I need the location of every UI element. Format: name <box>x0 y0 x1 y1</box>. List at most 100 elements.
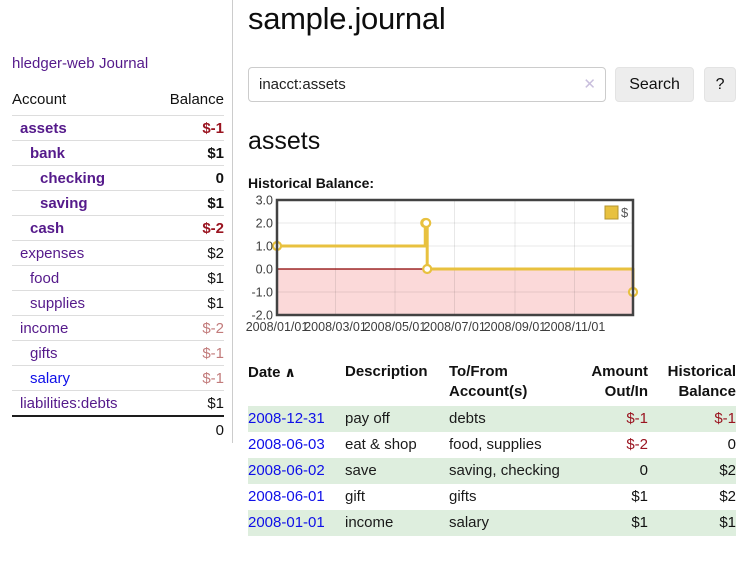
help-button[interactable]: ? <box>704 67 736 102</box>
account-link[interactable]: income <box>20 319 69 337</box>
app-title-link[interactable]: hledger-web <box>12 55 95 72</box>
account-balance: $1 <box>152 290 224 316</box>
register-description: eat & shop <box>345 436 417 453</box>
accounts-total-value: 0 <box>152 415 224 443</box>
account-balance: $-2 <box>152 215 224 241</box>
register-description: pay off <box>345 410 390 427</box>
account-balance: $1 <box>152 140 224 166</box>
register-date-link[interactable]: 2008-06-01 <box>248 488 325 505</box>
register-row: 2008-06-03 eat & shop food, supplies $-2… <box>248 432 736 458</box>
register-description: income <box>345 514 394 531</box>
svg-text:2008/05/01: 2008/05/01 <box>364 320 427 334</box>
sidebar: hledger-web Journal Account Balance asse… <box>0 0 233 443</box>
register-amount: $-2 <box>626 436 648 453</box>
register-balance: $2 <box>719 462 736 479</box>
account-link[interactable]: expenses <box>20 244 85 262</box>
register-row: 2008-06-01 gift gifts $1 $2 <box>248 484 736 510</box>
account-link[interactable]: food <box>30 269 60 287</box>
register-date-cell: 2008-12-31 <box>248 406 345 432</box>
account-row: assets $-1 <box>12 115 224 141</box>
register-date-link[interactable]: 2008-06-03 <box>248 436 325 453</box>
register-description: gift <box>345 488 366 505</box>
account-balance: $1 <box>152 390 224 416</box>
account-row: salary $-1 <box>12 365 224 391</box>
register-date-cell: 2008-01-01 <box>248 510 345 536</box>
account-link[interactable]: salary <box>30 369 71 387</box>
register-balance: $1 <box>719 514 736 531</box>
register-description: save <box>345 462 377 479</box>
account-link[interactable]: assets <box>20 119 67 137</box>
account-row: checking 0 <box>12 165 224 191</box>
account-heading: assets <box>248 127 321 155</box>
register-table: Date ∧ Description To/From Account(s) Amo… <box>248 360 736 536</box>
svg-text:2008/07/01: 2008/07/01 <box>423 320 486 334</box>
register-date-cell: 2008-06-02 <box>248 458 345 484</box>
accounts-header-account: Account <box>12 91 67 108</box>
account-link[interactable]: bank <box>30 144 66 162</box>
svg-text:3.0: 3.0 <box>256 194 273 208</box>
account-row: liabilities:debts $1 <box>12 390 224 416</box>
register-account: salary <box>449 514 490 531</box>
account-link[interactable]: liabilities:debts <box>20 394 118 412</box>
page-title: sample.journal <box>248 1 446 36</box>
register-date-link[interactable]: 2008-01-01 <box>248 514 325 531</box>
svg-text:-2.0: -2.0 <box>251 309 273 323</box>
register-header-amount: Amount Out/In <box>591 363 648 400</box>
account-link[interactable]: saving <box>40 194 88 212</box>
account-row: income $-2 <box>12 315 224 341</box>
svg-text:1.0: 1.0 <box>256 240 273 254</box>
account-link[interactable]: checking <box>40 169 106 187</box>
account-balance: $-2 <box>152 315 224 341</box>
account-balance: $1 <box>152 265 224 291</box>
register-amount: $1 <box>631 514 648 531</box>
register-amount: $1 <box>631 488 648 505</box>
register-row: 2008-01-01 income salary $1 $1 <box>248 510 736 536</box>
register-account: gifts <box>449 488 477 505</box>
account-row: cash $-2 <box>12 215 224 241</box>
account-row: saving $1 <box>12 190 224 216</box>
svg-text:-1.0: -1.0 <box>251 286 273 300</box>
svg-text:0.0: 0.0 <box>256 263 273 277</box>
account-row: bank $1 <box>12 140 224 166</box>
date-header-label: Date <box>248 364 281 381</box>
account-link[interactable]: supplies <box>30 294 86 312</box>
accounts-table: Account Balance assets $-1 bank $1 check… <box>12 89 224 443</box>
account-row: expenses $2 <box>12 240 224 266</box>
register-balance: 0 <box>727 436 736 453</box>
accounts-total-spacer <box>12 415 153 443</box>
account-balance: $2 <box>152 240 224 266</box>
register-account: food, supplies <box>449 436 542 453</box>
register-header-account: To/From Account(s) <box>449 363 528 400</box>
register-balance: $2 <box>719 488 736 505</box>
sort-ascending-icon: ∧ <box>284 364 296 380</box>
register-date-link[interactable]: 2008-06-02 <box>248 462 325 479</box>
register-row: 2008-06-02 save saving, checking 0 $2 <box>248 458 736 484</box>
svg-text:2008/11/01: 2008/11/01 <box>544 320 606 334</box>
search-button[interactable]: Search <box>614 67 695 102</box>
sidebar-item-journal[interactable]: Journal <box>99 55 149 72</box>
search-input[interactable] <box>248 67 606 102</box>
svg-text:2008/03/01: 2008/03/01 <box>304 320 367 334</box>
svg-text:2008/09/01: 2008/09/01 <box>484 320 547 334</box>
register-date-cell: 2008-06-01 <box>248 484 345 510</box>
account-link[interactable]: gifts <box>30 344 58 362</box>
account-balance: $1 <box>152 190 224 216</box>
svg-text:$: $ <box>621 205 629 220</box>
register-row: 2008-12-31 pay off debts $-1 $-1 <box>248 406 736 432</box>
register-account: saving, checking <box>449 462 560 479</box>
register-header-description: Description <box>345 363 428 380</box>
accounts-header-balance: Balance <box>169 91 224 108</box>
svg-text:2.0: 2.0 <box>256 217 273 231</box>
historical-balance-chart: $3.0 2.0 1.0 0.0 -1.0 -2.0 2008/01/01 2008/03/0… <box>246 194 736 340</box>
account-row: food $1 <box>12 265 224 291</box>
account-row: gifts $-1 <box>12 340 224 366</box>
account-balance: $-1 <box>152 340 224 366</box>
chart-label: Historical Balance: <box>248 175 375 191</box>
register-date-link[interactable]: 2008-12-31 <box>248 410 325 427</box>
account-link[interactable]: cash <box>30 219 65 237</box>
register-header-date[interactable]: Date ∧ <box>248 360 345 406</box>
svg-text:2008/01/01: 2008/01/01 <box>246 320 309 334</box>
register-amount: $-1 <box>626 410 648 427</box>
register-header-balance: Historical Balance <box>667 363 736 400</box>
clear-search-icon[interactable]: ✕ <box>583 76 596 93</box>
